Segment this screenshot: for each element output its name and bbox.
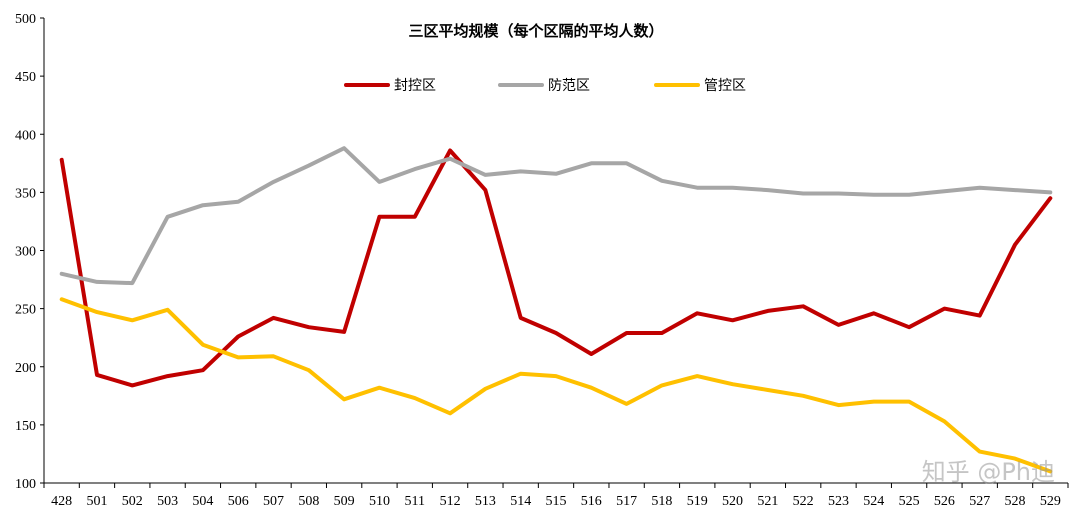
x-tick-label: 526	[934, 494, 955, 509]
series-line-2	[59, 146, 1053, 286]
y-tick-label: 150	[15, 419, 36, 434]
x-tick-label: 502	[122, 494, 143, 509]
chart-title: 三区平均规模（每个区隔的平均人数）	[408, 22, 663, 40]
y-tick-label: 250	[15, 303, 36, 318]
y-tick-label: 450	[15, 70, 36, 85]
y-tick-label: 200	[15, 361, 36, 376]
x-tick-label: 516	[581, 494, 602, 509]
x-tick-label: 512	[440, 494, 461, 509]
x-tick-label: 503	[157, 494, 178, 509]
x-tick-label: 509	[334, 494, 355, 509]
y-tick-label: 500	[15, 12, 36, 27]
y-tick-label: 100	[15, 477, 36, 492]
x-tick-label: 523	[828, 494, 849, 509]
x-tick-label: 510	[369, 494, 390, 509]
x-tick-label: 518	[651, 494, 672, 509]
x-tick-label: 527	[969, 494, 990, 509]
x-tick-label: 520	[722, 494, 743, 509]
x-tick-label: 507	[263, 494, 284, 509]
x-tick-label: 517	[616, 494, 637, 509]
y-axis-ticks: 100 150 200 250 300 350 400 450 500	[15, 12, 44, 492]
x-tick-label: 428	[51, 494, 72, 509]
x-tick-label: 515	[546, 494, 567, 509]
watermark: 知乎 @Ph迪	[921, 458, 1055, 486]
legend: 封控区 防范区 管控区	[344, 77, 746, 94]
x-tick-label: 521	[757, 494, 778, 509]
series-layer	[59, 146, 1053, 474]
x-tick-label: 522	[793, 494, 814, 509]
y-tick-label: 400	[15, 128, 36, 143]
legend-label: 防范区	[548, 77, 590, 94]
x-tick-label: 501	[86, 494, 107, 509]
legend-label: 封控区	[394, 78, 436, 94]
x-tick-label: 524	[863, 494, 884, 509]
x-tick-label: 529	[1040, 494, 1061, 509]
x-tick-label: 519	[687, 494, 708, 509]
x-tick-label: 514	[510, 494, 531, 509]
y-tick-label: 300	[15, 245, 36, 260]
series-line-1	[59, 148, 1053, 388]
x-tick-label: 511	[405, 494, 425, 509]
x-tick-label: 513	[475, 494, 496, 509]
x-tick-label: 528	[1005, 494, 1026, 509]
x-tick-label: 504	[192, 494, 213, 509]
x-tick-label: 525	[899, 494, 920, 509]
y-tick-label: 350	[15, 186, 36, 201]
x-tick-label: 508	[298, 494, 319, 509]
x-axis-ticks: 428 501 502 503 504 506 507 508 509 510 511 512 513 5…	[43, 483, 1069, 509]
legend-label: 管控区	[704, 78, 746, 94]
series-line-3	[59, 297, 1053, 474]
x-tick-label: 506	[228, 494, 249, 509]
